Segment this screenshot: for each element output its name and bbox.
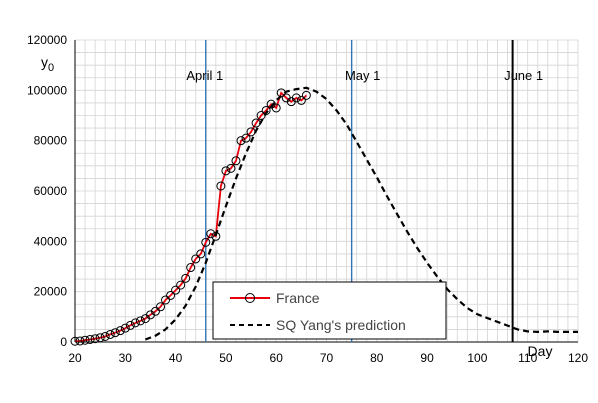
annotation-label: April 1 (186, 68, 223, 83)
data-point (176, 280, 186, 290)
data-point (191, 254, 201, 264)
data-point (291, 93, 301, 103)
legend-france-label: France (276, 290, 320, 306)
y-tick-label: 60000 (34, 184, 68, 198)
y-tick-label: 80000 (34, 134, 68, 148)
x-tick-label: 60 (270, 351, 284, 365)
y-tick-label: 120000 (27, 33, 67, 47)
data-point (201, 237, 211, 247)
x-tick-label: 40 (169, 351, 183, 365)
x-tick-label: 70 (320, 351, 334, 365)
data-point (216, 181, 226, 191)
data-point (130, 318, 140, 328)
data-point (241, 133, 251, 143)
x-tick-label: 50 (219, 351, 233, 365)
legend-prediction-label: SQ Yang's prediction (276, 317, 406, 333)
data-point (70, 336, 80, 346)
data-point (95, 333, 105, 343)
y-tick-label: 100000 (27, 83, 67, 97)
x-tick-label: 100 (467, 351, 487, 365)
data-point (186, 263, 196, 273)
data-point (156, 302, 166, 312)
y-axis-label: y0 (41, 54, 54, 74)
data-point (221, 166, 231, 176)
axes (74, 40, 578, 343)
data-point (236, 136, 246, 146)
data-point (171, 285, 181, 295)
data-point (161, 295, 171, 305)
data-point (125, 320, 135, 330)
data-point (181, 273, 191, 283)
data-point (75, 336, 85, 346)
data-point (80, 335, 90, 345)
x-tick-label: 30 (119, 351, 133, 365)
data-series (70, 86, 578, 346)
data-point (150, 306, 160, 316)
x-tick-label: 110 (518, 351, 537, 365)
annotation-lines: April 1 May 1 June 1 (186, 40, 543, 342)
y-tick-label: 20000 (34, 285, 68, 299)
x-tick-label: 90 (420, 351, 434, 365)
legend: France SQ Yang's prediction (212, 281, 447, 340)
data-point (196, 249, 206, 259)
data-point (105, 329, 115, 339)
annotation-label: May 1 (345, 68, 380, 83)
data-point (110, 328, 120, 338)
legend-box (212, 281, 447, 340)
data-point (135, 316, 145, 326)
annotation-label: June 1 (504, 68, 543, 83)
data-point (296, 95, 306, 105)
tick-labels: 20 30 40 50 60 70 80 90 100 110 120 0 20000 40000 6000… (27, 33, 588, 365)
x-axis-label: Day (528, 343, 553, 359)
data-point (231, 156, 241, 166)
data-point (85, 334, 95, 344)
data-point (100, 331, 110, 341)
series-line-prediction (145, 86, 578, 341)
x-tick-label: 80 (370, 351, 384, 365)
data-point (120, 323, 130, 333)
y-tick-label: 40000 (34, 234, 68, 248)
data-point (271, 103, 281, 113)
data-point (226, 163, 236, 173)
data-point (166, 290, 176, 300)
data-point (115, 326, 125, 336)
y-tick-label: 0 (60, 335, 67, 349)
legend-france-marker (245, 293, 255, 303)
x-tick-label: 20 (68, 351, 82, 365)
data-point (90, 334, 100, 344)
x-tick-label: 120 (568, 351, 588, 365)
data-point (301, 90, 311, 100)
series-line-france (74, 91, 308, 343)
data-point (206, 229, 216, 239)
